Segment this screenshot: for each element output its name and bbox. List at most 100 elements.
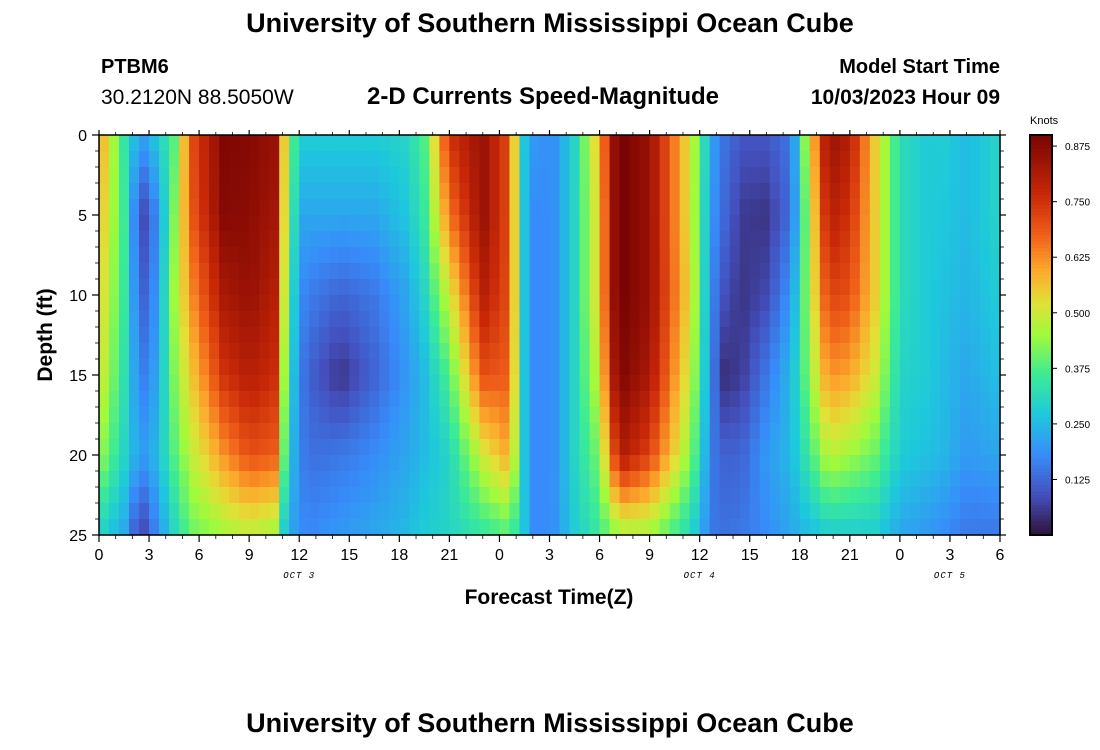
heatmap-cell [519,519,531,536]
heatmap-cell [129,391,140,408]
heatmap-cell [299,375,310,392]
heatmap-cell [949,247,961,264]
heatmap-cell [549,247,561,264]
heatmap-cell [409,407,420,424]
heatmap-cell [839,295,851,312]
heatmap-cell [469,167,481,184]
heatmap-cell [559,215,571,232]
heatmap-cell [579,343,591,360]
colorbar-segment [1030,228,1052,233]
heatmap-cell [749,487,761,504]
heatmap-cell [669,359,681,376]
heatmap-cell [849,167,861,184]
heatmap-cell [169,231,180,248]
heatmap-cell [569,471,581,488]
colorbar-segment [1030,388,1052,393]
heatmap-cell [689,311,701,328]
heatmap-cell [369,343,380,360]
heatmap-cell [789,471,801,488]
heatmap-cell [429,311,440,328]
heatmap-cell [879,391,891,408]
heatmap-cell [139,343,150,360]
heatmap-cell [509,375,521,392]
heatmap-cell [869,439,881,456]
heatmap-cell [929,439,941,456]
heatmap-cell [209,295,220,312]
heatmap-cell [789,199,801,216]
heatmap-cell [329,407,340,424]
heatmap-cell [629,151,641,168]
heatmap-cell [359,327,370,344]
heatmap-cell [799,279,811,296]
heatmap-cell [209,471,220,488]
heatmap-cell [939,327,951,344]
heatmap-cell [829,455,841,472]
heatmap-cell [319,215,330,232]
heatmap-cell [139,135,150,152]
heatmap-cell [809,279,821,296]
heatmap-cell [669,263,681,280]
heatmap-cell [949,215,961,232]
heatmap-cell [699,311,711,328]
heatmap-cell [329,311,340,328]
heatmap-cell [499,439,511,456]
heatmap-cell [879,407,891,424]
heatmap-cell [669,423,681,440]
heatmap-cell [439,407,450,424]
colorbar-segment [1030,328,1052,333]
heatmap-cell [559,151,571,168]
heatmap-cell [729,199,741,216]
heatmap-cell [329,215,340,232]
heatmap-cell [329,183,340,200]
heatmap-cell [819,151,831,168]
heatmap-cell [739,359,751,376]
heatmap-cell [729,247,741,264]
heatmap-cell [559,519,571,536]
heatmap-cell [189,135,200,152]
heatmap-cell [509,135,521,152]
heatmap-cell [99,135,110,152]
heatmap-cell [419,343,430,360]
heatmap-cell [939,375,951,392]
heatmap-cell [909,487,921,504]
heatmap-cell [699,135,711,152]
heatmap-cell [649,423,661,440]
heatmap-cell [609,263,621,280]
heatmap-cell [899,263,911,280]
heatmap-cell [349,519,360,536]
heatmap-cell [609,279,621,296]
heatmap-cell [509,471,521,488]
heatmap-cell [419,199,430,216]
heatmap-cell [419,455,430,472]
heatmap-cell [819,167,831,184]
heatmap-cell [519,327,531,344]
heatmap-cell [379,407,390,424]
colorbar-segment [1030,261,1052,266]
heatmap-cell [709,359,721,376]
heatmap-cell [389,215,400,232]
heatmap-cell [619,151,631,168]
heatmap-cell [569,503,581,520]
heatmap-cell [749,183,761,200]
heatmap-cell [639,359,651,376]
heatmap-cell [689,167,701,184]
y-tick-label: 20 [69,448,87,465]
heatmap-cell [769,311,781,328]
heatmap-cell [749,391,761,408]
heatmap-cell [789,343,801,360]
heatmap-cell [849,135,861,152]
heatmap-cell [919,391,931,408]
heatmap-cell [959,391,971,408]
colorbar-segment [1030,268,1052,273]
heatmap-cell [829,519,841,536]
heatmap-cell [499,375,511,392]
heatmap-cell [449,151,460,168]
heatmap-cell [379,519,390,536]
heatmap-cell [169,327,180,344]
heatmap-cell [739,375,751,392]
heatmap-cell [419,247,430,264]
heatmap-cell [559,183,571,200]
heatmap-cell [659,167,671,184]
heatmap-cell [209,151,220,168]
colorbar-segment [1030,155,1052,159]
